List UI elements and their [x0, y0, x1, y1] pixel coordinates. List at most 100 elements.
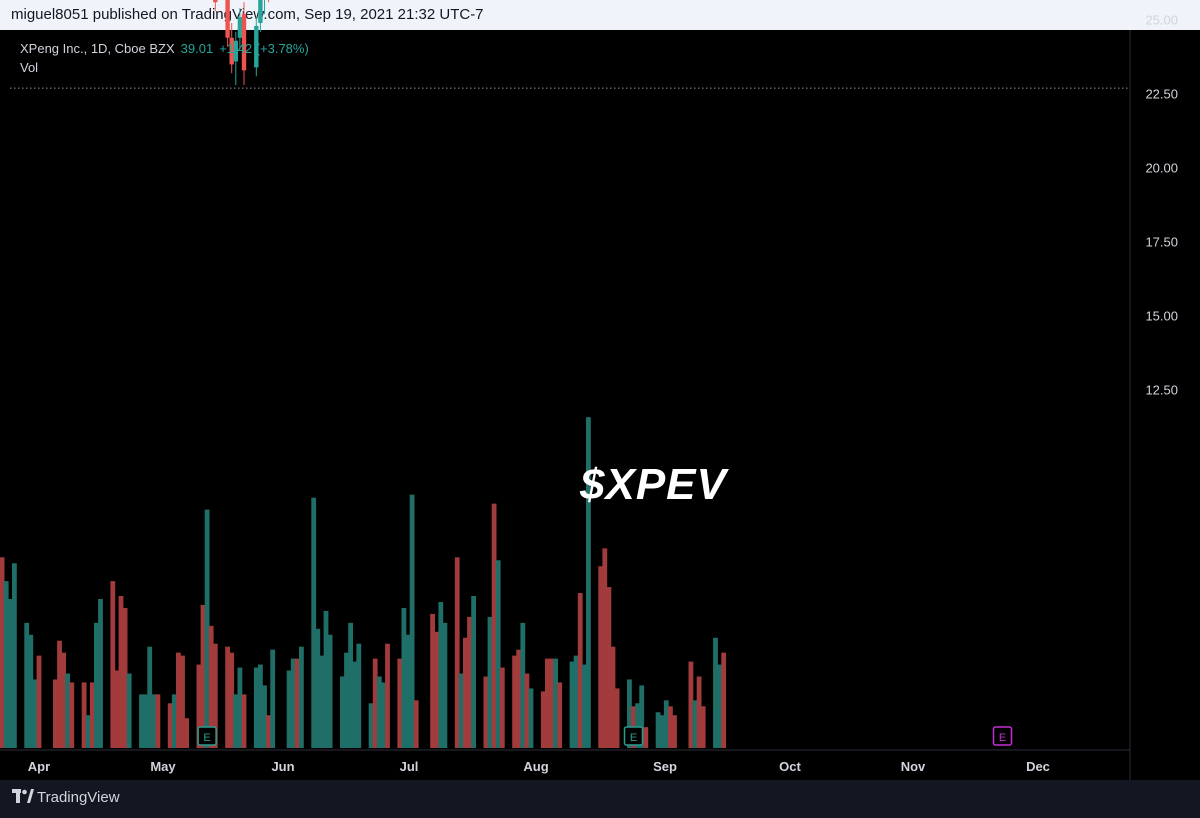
- volume-bar: [3, 581, 9, 748]
- volume-bar: [270, 649, 276, 748]
- time-tick-label: Oct: [779, 759, 801, 774]
- volume-bar: [663, 700, 669, 748]
- volume-bar: [598, 566, 604, 748]
- candle-body: [213, 0, 218, 3]
- time-tick-label: Aug: [523, 759, 548, 774]
- volume-bar: [471, 596, 476, 748]
- volume-bar: [692, 700, 698, 748]
- volume-legend[interactable]: Vol: [20, 60, 38, 75]
- volume-bar: [721, 652, 727, 748]
- event-badge-label: E: [203, 732, 210, 744]
- volume-indicator-label: Vol: [20, 60, 39, 75]
- volume-bar: [12, 563, 17, 748]
- volume-bar: [458, 673, 464, 748]
- volume-bar: [467, 616, 472, 748]
- price-axis[interactable]: 57.5055.0052.5050.0047.5045.0042.5040.00…: [1129, 0, 1178, 780]
- volume-bar: [233, 694, 239, 748]
- volume-bar: [717, 664, 722, 748]
- symbol-title: XPeng Inc., 1D, Cboe BZX: [20, 41, 175, 56]
- price-tick-label: 25.00: [1145, 13, 1178, 28]
- volume-bar: [668, 706, 673, 748]
- candlesticks: [213, 0, 270, 86]
- volume-bar: [311, 497, 317, 748]
- volume-bar: [376, 676, 382, 748]
- time-tick-label: Apr: [28, 759, 50, 774]
- candle-body: [241, 14, 247, 71]
- volume-bar: [614, 688, 620, 748]
- volume-bar: [81, 682, 87, 748]
- volume-bar: [258, 664, 263, 748]
- volume-bar: [540, 691, 546, 748]
- candle-body: [233, 40, 238, 62]
- volume-bar: [405, 634, 411, 748]
- candle-body: [225, 0, 230, 38]
- price-chart[interactable]: 57.5055.0052.5050.0047.5045.0042.5040.00…: [0, 0, 1200, 780]
- volume-bar: [299, 646, 304, 748]
- earnings-event-marker: E: [197, 726, 217, 746]
- volume-bar: [167, 703, 173, 748]
- event-badge-label: E: [999, 732, 1006, 744]
- volume-bar: [253, 667, 259, 748]
- volume-bar: [171, 694, 177, 748]
- volume-bar: [237, 667, 243, 748]
- volume-bar: [524, 673, 530, 748]
- volume-bar: [61, 652, 66, 748]
- volume-bar: [569, 661, 575, 748]
- volume-bar: [208, 625, 214, 748]
- volume-bar: [454, 557, 460, 748]
- tradingview-brand: TradingView: [37, 789, 120, 806]
- volume-bar: [700, 706, 706, 748]
- volume-bar: [430, 613, 435, 748]
- volume-bar: [286, 670, 292, 748]
- tradingview-logo-icon: [12, 789, 34, 803]
- volume-bars: [0, 417, 727, 748]
- volume-bar: [294, 658, 300, 748]
- volume-bar: [126, 673, 132, 748]
- last-price: 39.01: [180, 41, 214, 56]
- volume-bar: [139, 694, 144, 748]
- price-change: +1.42 (+3.78%): [219, 41, 309, 56]
- volume-bar: [372, 658, 378, 748]
- footer-bar: TradingView: [0, 780, 1200, 818]
- price-tick-label: 22.50: [1145, 87, 1178, 102]
- volume-bar: [713, 637, 718, 748]
- volume-bar: [24, 622, 30, 748]
- volume-bar: [53, 679, 58, 748]
- event-badge-label: E: [630, 732, 637, 744]
- volume-bar: [344, 652, 349, 748]
- volume-bar: [602, 548, 608, 748]
- volume-bar: [212, 643, 218, 748]
- time-axis[interactable]: Apr May Jun Jul Aug Sep Oct Nov Dec: [0, 749, 1130, 774]
- volume-bar: [340, 676, 345, 748]
- volume-bar: [434, 631, 440, 748]
- earnings-event-marker: E: [992, 726, 1013, 746]
- volume-bar: [499, 667, 505, 748]
- symbol-legend[interactable]: XPeng Inc., 1D, Cboe BZX 39.01 +1.42 (+3.7…: [20, 41, 309, 56]
- volume-bar: [94, 622, 99, 748]
- volume-bar: [241, 694, 247, 748]
- volume-bar: [577, 593, 583, 748]
- candle-body: [237, 17, 243, 38]
- volume-bar: [184, 718, 189, 748]
- volume-bar: [290, 658, 296, 748]
- volume-bar: [85, 715, 91, 748]
- volume-bar: [319, 655, 325, 748]
- volume-bar: [315, 628, 321, 748]
- volume-bar: [98, 599, 103, 748]
- volume-bar: [356, 643, 362, 748]
- volume-bar: [229, 652, 235, 748]
- volume-bar: [643, 727, 649, 748]
- volume-bar: [57, 640, 62, 748]
- volume-bar: [413, 700, 419, 748]
- volume-bar: [586, 417, 591, 748]
- volume-bar: [323, 610, 329, 748]
- volume-bar: [348, 622, 353, 748]
- candle-body: [229, 37, 234, 65]
- volume-bar: [557, 682, 563, 748]
- volume-bar: [32, 679, 38, 748]
- candle-body: [254, 25, 259, 68]
- volume-bar: [143, 694, 148, 748]
- time-tick-label: Nov: [901, 759, 926, 774]
